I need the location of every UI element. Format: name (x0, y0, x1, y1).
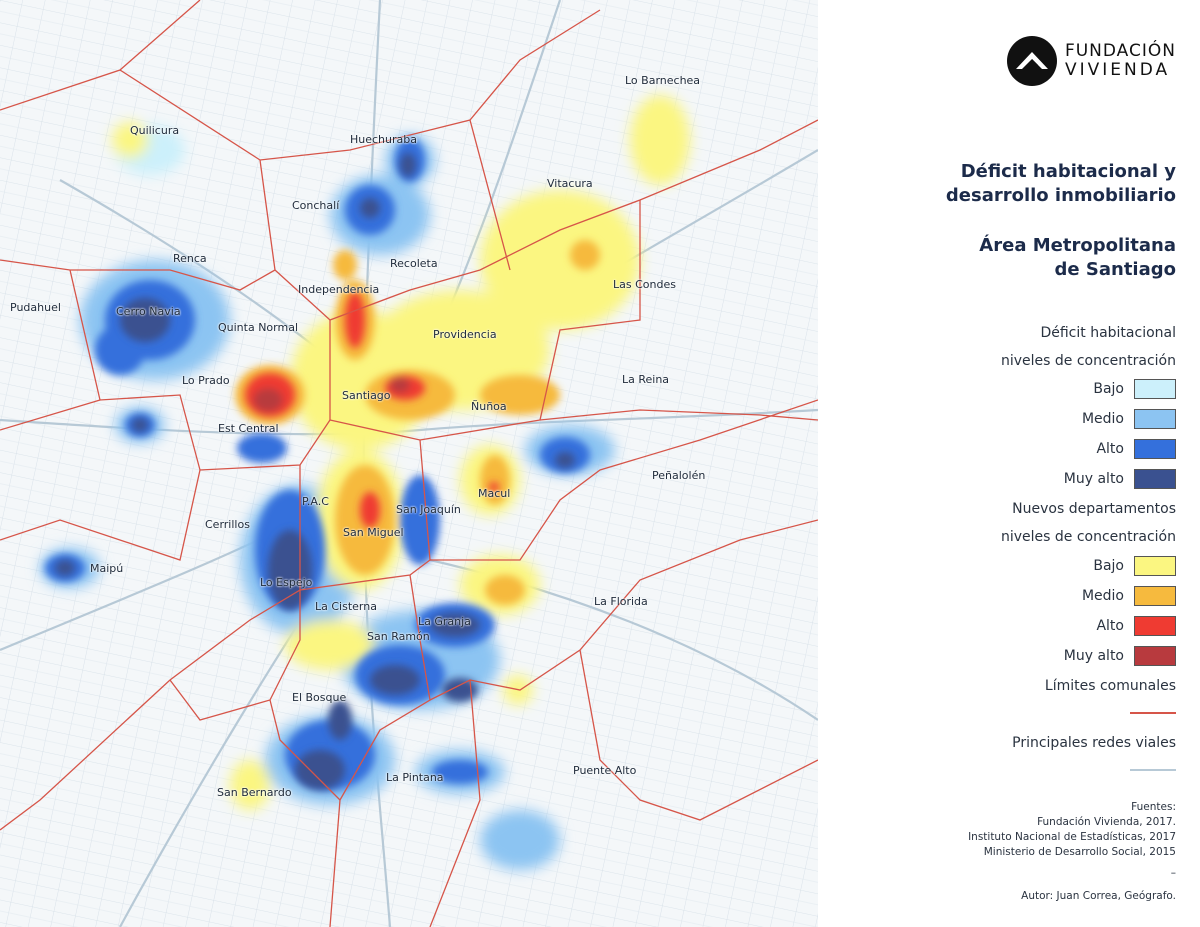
comuna-label-recoleta: Recoleta (390, 257, 438, 270)
legend-departamentos-medio-swatch (1134, 586, 1176, 606)
map-canvas (0, 0, 818, 927)
comuna-label-cerro-navia: Cerro Navia (116, 305, 181, 318)
map-title: Déficit habitacional y desarrollo inmobi… (946, 160, 1176, 208)
comuna-label-santiago: Santiago (342, 389, 391, 402)
legend-deficit-bajo: Bajo (1093, 379, 1176, 399)
legend-departamentos-bajo-label: Bajo (1093, 558, 1124, 574)
legend-deficit-alto: Alto (1096, 439, 1176, 459)
comuna-label-san-joaquin: San Joaquín (396, 503, 461, 516)
comuna-boundaries (0, 0, 818, 927)
map-subtitle-line-1: Área Metropolitana (979, 235, 1176, 256)
sources-block: Fuentes: Fundación Vivienda, 2017. Insti… (968, 800, 1176, 904)
logo-line-1: FUNDACIÓN (1064, 41, 1176, 61)
map-title-line-1: Déficit habitacional y (960, 161, 1176, 182)
comuna-label-nunoa: Ñuñoa (471, 400, 507, 413)
legend-deficit-medio: Medio (1082, 409, 1176, 429)
legend-deficit-alto-swatch (1134, 439, 1176, 459)
legend-limites-line (1130, 712, 1176, 714)
deficit-heading-2: niveles de concentración (1000, 353, 1176, 369)
comuna-label-vitacura: Vitacura (547, 177, 593, 190)
legend-redes-label: Principales redes viales (1012, 735, 1176, 751)
sources-dash: – (1170, 867, 1176, 879)
comuna-label-la-cisterna: La Cisterna (315, 600, 377, 613)
legend-panel: FUNDACIÓN VIVIENDA Déficit habitacional … (818, 0, 1200, 927)
comuna-label-huechuraba: Huechuraba (350, 133, 417, 146)
legend-deficit-bajo-swatch (1134, 379, 1176, 399)
legend-deficit-bajo-label: Bajo (1093, 381, 1124, 397)
legend-departamentos-muy-alto-swatch (1134, 646, 1176, 666)
departamentos-heading-1: Nuevos departamentos (1012, 501, 1176, 517)
fundacion-vivienda-house-icon (1006, 36, 1057, 86)
comuna-label-la-reina: La Reina (622, 373, 670, 386)
source-line-2: Instituto Nacional de Estadísticas, 2017 (968, 831, 1176, 843)
comuna-label-san-ramon: San Ramón (367, 630, 430, 643)
comuna-label-maipu: Maipú (90, 562, 124, 575)
comuna-label-la-granja: La Granja (418, 615, 471, 628)
legend-departamentos-alto: Alto (1096, 616, 1176, 636)
comuna-label-puente-alto: Puente Alto (573, 764, 637, 777)
legend-deficit-medio-label: Medio (1081, 411, 1124, 427)
santiago-heat-map: Lo Barnechea Quilicura Huechuraba Concha… (0, 0, 818, 927)
legend-departamentos-bajo: Bajo (1093, 556, 1176, 576)
comuna-label-est-central: Est Central (218, 422, 279, 435)
comuna-label-la-florida: La Florida (594, 595, 648, 608)
legend-redes-line (1130, 769, 1176, 771)
legend-departamentos-alto-label: Alto (1096, 618, 1124, 634)
sources-heading: Fuentes: (1131, 801, 1176, 813)
author-credit: Autor: Juan Correa, Geógrafo. (1021, 890, 1176, 902)
departamentos-heading-2: niveles de concentración (1000, 529, 1176, 545)
legend-departamentos-muy-alto: Muy alto (1064, 646, 1176, 666)
map-subtitle: Área Metropolitana de Santiago (979, 234, 1176, 282)
comuna-label-conchali: Conchalí (292, 199, 340, 212)
comuna-label-pac: P.A.C (302, 495, 329, 508)
legend-limites-label: Límites comunales (1044, 678, 1176, 694)
legend-departamentos-medio: Medio (1082, 586, 1176, 606)
source-line-3: Ministerio de Desarrollo Social, 2015 (983, 846, 1176, 858)
legend-deficit-muy-alto-swatch (1134, 469, 1176, 489)
comuna-label-macul: Macul (478, 487, 511, 500)
comuna-label-quilicura: Quilicura (130, 124, 180, 137)
comuna-label-san-bernardo: San Bernardo (217, 786, 292, 799)
legend-departamentos-medio-label: Medio (1081, 588, 1124, 604)
source-line-1: Fundación Vivienda, 2017. (1037, 816, 1176, 828)
map-title-line-2: desarrollo inmobiliario (945, 185, 1176, 206)
deficit-heading-1: Déficit habitacional (1040, 325, 1176, 341)
comuna-label-penalolen: Peñalolén (652, 469, 706, 482)
comuna-label-lo-espejo: Lo Espejo (260, 576, 313, 589)
comuna-label-independencia: Independencia (298, 283, 380, 296)
comuna-label-la-pintana: La Pintana (386, 771, 444, 784)
legend-deficit-muy-alto: Muy alto (1064, 469, 1176, 489)
legend-departamentos-muy-alto-label: Muy alto (1063, 648, 1124, 664)
comuna-label-el-bosque: El Bosque (292, 691, 347, 704)
comuna-label-providencia: Providencia (433, 328, 497, 341)
legend-deficit-medio-swatch (1134, 409, 1176, 429)
comuna-label-pudahuel: Pudahuel (10, 301, 61, 314)
comuna-label-cerrillos: Cerrillos (205, 518, 250, 531)
legend-deficit-alto-label: Alto (1096, 441, 1124, 457)
comuna-label-lo-prado: Lo Prado (182, 374, 230, 387)
comuna-label-lo-barnechea: Lo Barnechea (625, 74, 701, 87)
legend-departamentos-bajo-swatch (1134, 556, 1176, 576)
logo-line-2: VIVIENDA (1064, 60, 1171, 80)
fundacion-vivienda-logo: FUNDACIÓN VIVIENDA (1006, 36, 1176, 86)
comuna-label-san-miguel: San Miguel (343, 526, 404, 539)
map-subtitle-line-2: de Santiago (1054, 259, 1176, 280)
comuna-label-quinta-normal: Quinta Normal (218, 321, 299, 334)
legend-deficit-muy-alto-label: Muy alto (1063, 471, 1124, 487)
comuna-label-renca: Renca (173, 252, 207, 265)
legend-departamentos-alto-swatch (1134, 616, 1176, 636)
heat-core-layer (55, 153, 575, 790)
comuna-label-las-condes: Las Condes (613, 278, 676, 291)
